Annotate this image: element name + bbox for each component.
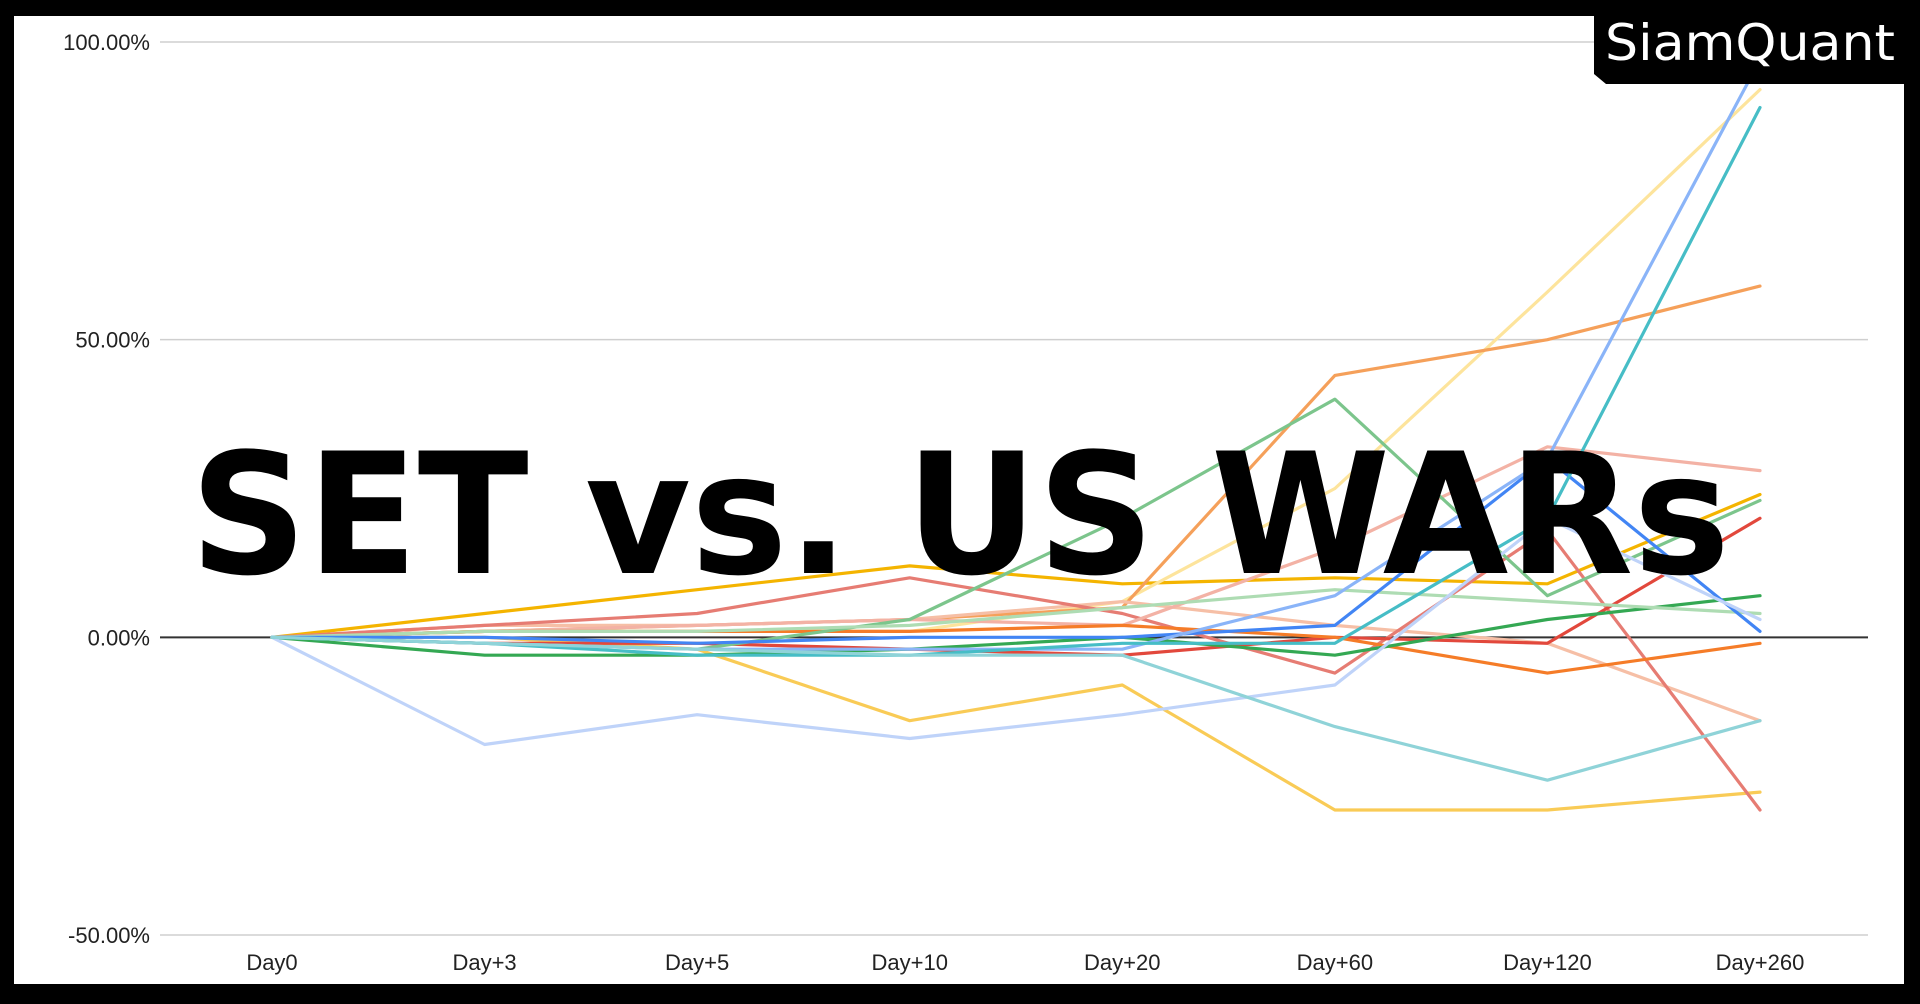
x-tick-label: Day+60 [1297, 950, 1373, 975]
series-line-17 [270, 635, 1762, 782]
overlay-title: SET vs. US WARs [190, 417, 1730, 613]
x-tick-label: Day+3 [452, 950, 516, 975]
series-line-1 [270, 492, 1762, 639]
y-tick-label: 100.00% [63, 30, 150, 55]
y-tick-label: -50.00% [68, 923, 150, 948]
x-tick-label: Day+260 [1716, 950, 1805, 975]
series-line-5 [270, 599, 1762, 723]
series-line-10 [270, 594, 1762, 657]
series-line-6 [270, 528, 1762, 812]
x-tick-label: Day+120 [1503, 950, 1592, 975]
series-line-12 [270, 588, 1762, 639]
y-tick-label: 0.00% [88, 625, 150, 650]
brand-logo: SiamQuant [1594, 14, 1904, 84]
series-line-13 [270, 457, 1762, 645]
y-axis-tick-labels: 100.00% 50.00% 0.00% -50.00% [63, 30, 150, 948]
x-tick-label: Day+20 [1084, 950, 1160, 975]
x-tick-label: Day+5 [665, 950, 729, 975]
brand-logo-background [1594, 16, 1904, 84]
x-tick-label: Day0 [246, 950, 297, 975]
y-tick-label: 50.00% [75, 328, 150, 353]
brand-logo-text: SiamQuant [1605, 14, 1895, 72]
chart-background [14, 16, 1904, 984]
x-tick-label: Day+10 [871, 950, 947, 975]
series-lines [270, 58, 1762, 812]
x-axis-tick-labels: Day0 Day+3 Day+5 Day+10 Day+20 Day+60 Day+120 D… [246, 950, 1804, 975]
series-line-15 [270, 516, 1762, 747]
